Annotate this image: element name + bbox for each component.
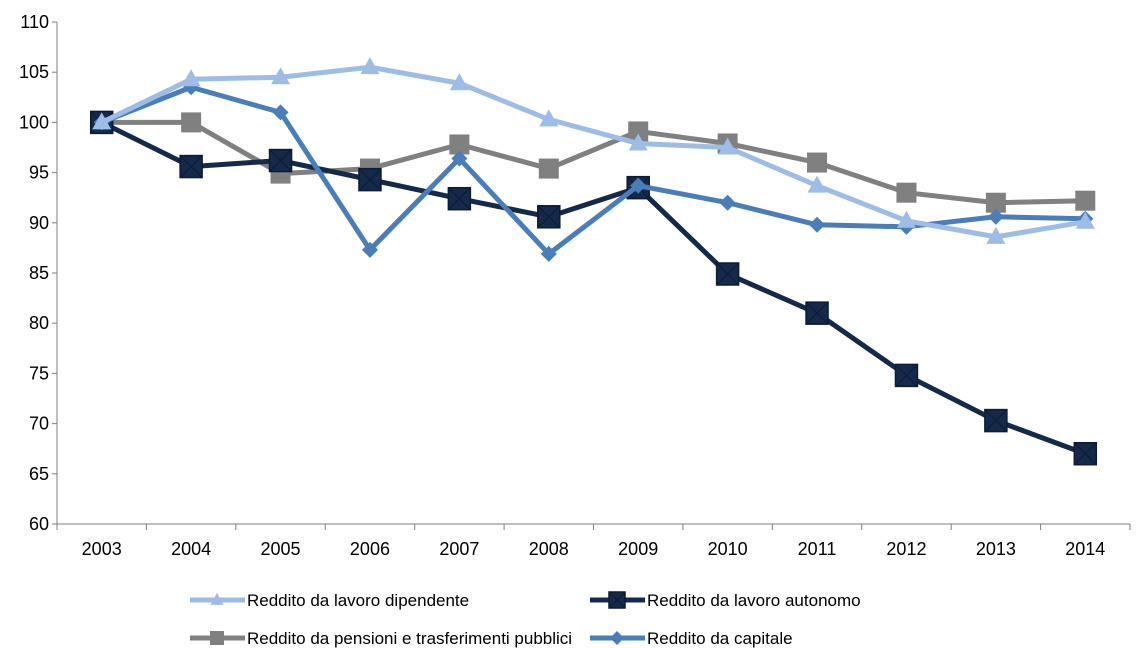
data-point-triangle bbox=[807, 175, 827, 193]
data-point-triangle bbox=[360, 57, 380, 75]
data-point-cross-line bbox=[179, 155, 203, 179]
x-tick-label: 2012 bbox=[886, 539, 926, 559]
data-point-diamond bbox=[272, 104, 289, 121]
data-point-cross-line bbox=[358, 168, 382, 192]
data-point-triangle bbox=[986, 226, 1006, 244]
data-point-square bbox=[896, 182, 917, 203]
y-tick-label: 100 bbox=[19, 112, 49, 132]
y-tick-label: 85 bbox=[29, 263, 49, 283]
data-point-cross-line bbox=[984, 409, 1008, 433]
series-autonomo bbox=[89, 110, 1098, 466]
axes bbox=[52, 21, 1131, 530]
y-tick-label: 70 bbox=[29, 414, 49, 434]
data-point-diamond bbox=[719, 194, 736, 211]
series-layer bbox=[89, 57, 1098, 466]
y-axis-tick-labels: 60 65 70 75 80 85 90 95 100 105 110 bbox=[19, 12, 49, 534]
data-point-cross-line bbox=[269, 149, 292, 172]
x-tick-label: 2008 bbox=[529, 539, 569, 559]
data-point-diamond bbox=[610, 631, 624, 645]
data-point-cross-line bbox=[447, 187, 471, 211]
legend-item-capitale: Reddito da capitale bbox=[590, 629, 793, 648]
data-point-triangle bbox=[210, 593, 224, 605]
x-tick-label: 2005 bbox=[261, 539, 301, 559]
data-point-square-x bbox=[984, 408, 1008, 433]
data-point-square bbox=[807, 152, 828, 173]
y-tick-label: 75 bbox=[29, 363, 49, 383]
data-point-triangle bbox=[181, 69, 201, 87]
x-tick-label: 2011 bbox=[798, 539, 837, 559]
series-line-pensioni bbox=[101, 119, 1086, 206]
data-point-square bbox=[985, 192, 1006, 213]
y-tick-label: 95 bbox=[29, 163, 49, 183]
series-line-dipendente bbox=[100, 64, 1086, 240]
data-point-diamond bbox=[809, 216, 826, 233]
x-tick-label: 2013 bbox=[976, 539, 1016, 559]
x-axis-tick-labels: 2003 2004 2005 2006 2007 2008 2009 2010 2011 2012… bbox=[82, 539, 1106, 559]
data-point-square bbox=[1075, 190, 1096, 211]
y-tick-label: 65 bbox=[29, 464, 49, 484]
data-point-square-x bbox=[447, 186, 472, 211]
legend-label: Reddito da lavoro autonomo bbox=[647, 591, 861, 610]
data-point-cross-line bbox=[608, 591, 626, 609]
data-point-square-x bbox=[1073, 441, 1098, 466]
legend: Reddito da lavoro dipendente Reddito da l… bbox=[190, 591, 861, 648]
x-tick-label: 2003 bbox=[82, 539, 122, 559]
data-point-triangle bbox=[718, 137, 738, 155]
data-point-square-x bbox=[537, 205, 561, 229]
data-point-diamond bbox=[361, 241, 378, 258]
x-tick-label: 2014 bbox=[1065, 539, 1105, 559]
data-point-square bbox=[210, 631, 224, 645]
x-tick-label: 2009 bbox=[618, 539, 658, 559]
data-point-square-x bbox=[358, 167, 382, 192]
series-dipendente bbox=[92, 57, 1095, 244]
x-tick-label: 2006 bbox=[350, 539, 390, 559]
data-point-square-x bbox=[268, 148, 293, 173]
x-tick-label: 2007 bbox=[439, 539, 479, 559]
data-point-square-x bbox=[805, 301, 829, 325]
data-point-triangle bbox=[271, 67, 291, 85]
data-point-square bbox=[181, 112, 202, 133]
data-point-square-x bbox=[715, 262, 740, 286]
data-point-diamond bbox=[451, 150, 468, 167]
data-point-square-x bbox=[608, 591, 626, 609]
legend-item-pensioni: Reddito da pensioni e trasferimenti pubb… bbox=[190, 629, 572, 648]
data-point-cross-line bbox=[537, 205, 561, 229]
legend-label: Reddito da lavoro dipendente bbox=[247, 591, 469, 610]
y-tick-label: 110 bbox=[20, 12, 49, 32]
data-point-square bbox=[449, 134, 470, 155]
data-point-square bbox=[538, 158, 559, 179]
legend-item-dipendente: Reddito da lavoro dipendente bbox=[190, 591, 469, 610]
series-capitale bbox=[93, 79, 1094, 262]
x-tick-label: 2004 bbox=[171, 539, 211, 559]
y-tick-label: 105 bbox=[19, 62, 49, 82]
data-point-cross-line bbox=[716, 262, 740, 286]
data-point-diamond bbox=[987, 208, 1004, 225]
data-point-cross-line bbox=[895, 363, 918, 387]
data-point-square-x bbox=[179, 154, 203, 179]
data-point-triangle bbox=[1075, 211, 1095, 229]
legend-label: Reddito da pensioni e trasferimenti pubb… bbox=[247, 629, 572, 648]
data-point-square bbox=[628, 121, 649, 142]
data-point-triangle bbox=[896, 210, 916, 228]
data-point-triangle bbox=[539, 109, 559, 127]
data-point-triangle bbox=[449, 73, 469, 91]
y-tick-label: 90 bbox=[29, 213, 49, 233]
y-tick-label: 80 bbox=[29, 313, 49, 333]
data-point-diamond bbox=[540, 245, 557, 262]
x-tick-label: 2010 bbox=[708, 539, 748, 559]
data-point-triangle bbox=[92, 112, 112, 130]
y-tick-label: 60 bbox=[29, 514, 49, 534]
data-point-cross-line bbox=[805, 301, 829, 325]
legend-item-autonomo: Reddito da lavoro autonomo bbox=[590, 591, 861, 610]
data-point-cross-line bbox=[1073, 442, 1097, 466]
data-point-diamond bbox=[630, 177, 647, 194]
data-point-square-x bbox=[894, 363, 919, 388]
series-line-autonomo bbox=[100, 120, 1087, 457]
legend-label: Reddito da capitale bbox=[647, 629, 793, 648]
data-point-triangle bbox=[628, 133, 648, 151]
